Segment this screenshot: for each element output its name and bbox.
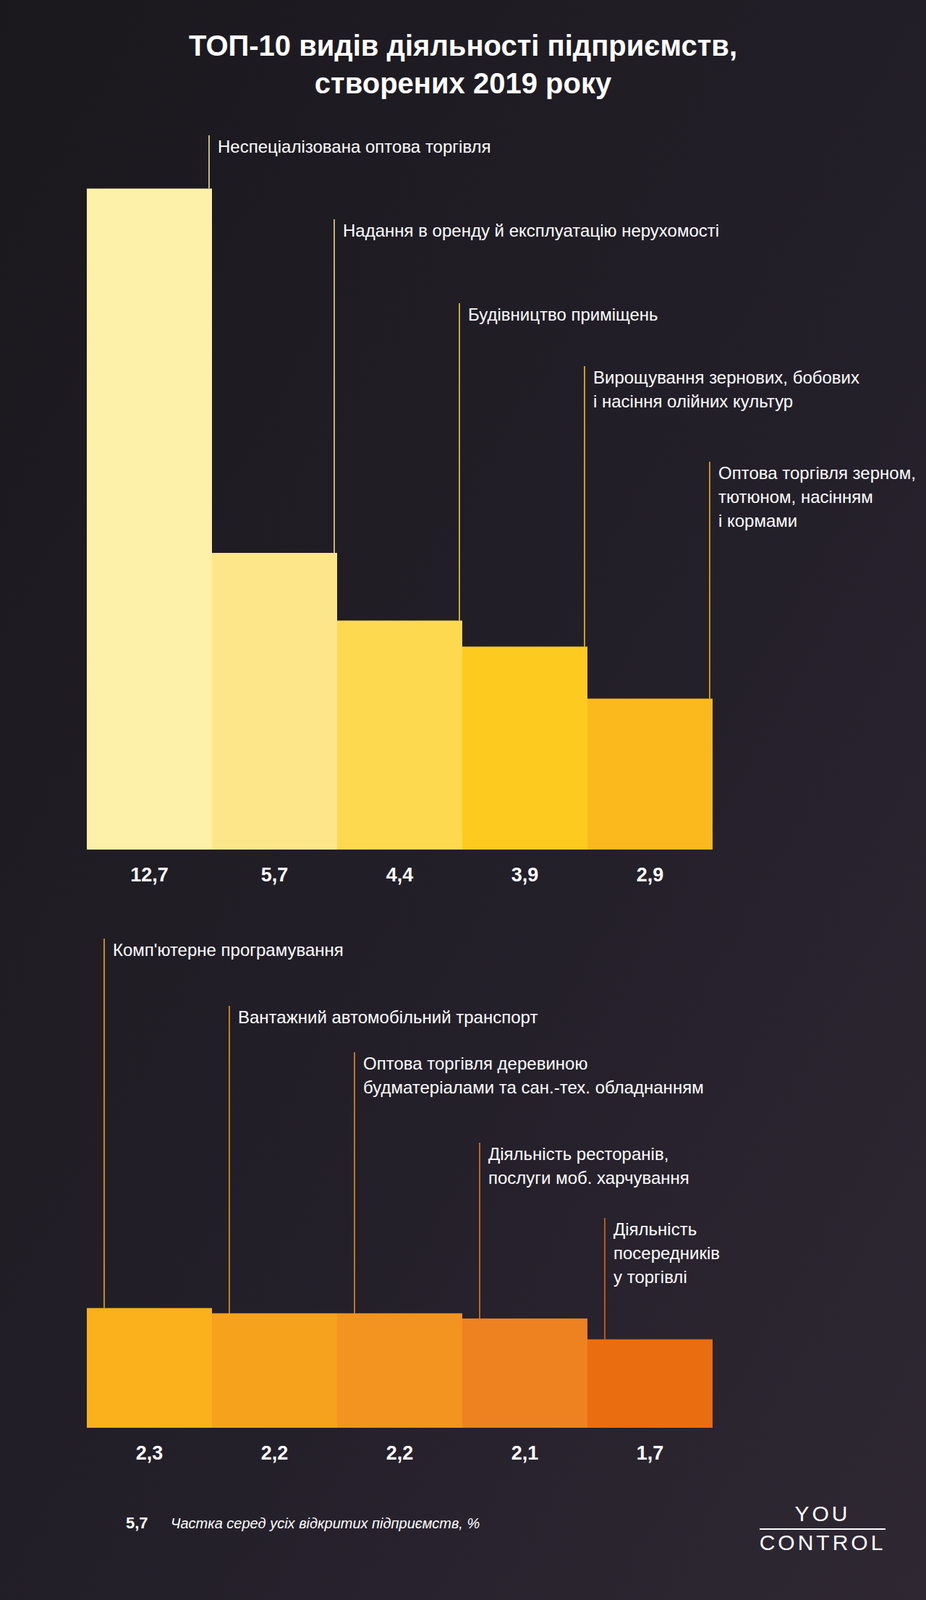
logo: YOUCONTROL	[759, 1501, 887, 1554]
data-labels: 12,7 5,7 4,4 3,9 2,9 2,3 2,2 2,2 2,1 1,7	[130, 863, 664, 1464]
data-label: 1,7	[636, 1441, 665, 1464]
leader-line	[103, 938, 105, 1308]
leader-line	[708, 461, 711, 699]
title: ТОП-10 видів діяльності підприємств,ство…	[188, 29, 738, 100]
bar	[211, 1313, 338, 1428]
category-label: Комп'ютерне програмування	[112, 939, 344, 960]
data-label: 4,4	[386, 863, 414, 886]
data-label: 2,1	[511, 1441, 539, 1464]
bar	[587, 1339, 713, 1428]
annotation-value: 5,7	[125, 1513, 149, 1532]
leader-line	[208, 135, 210, 189]
category-label: Оптова торгівля зерном,тютюном, насінням…	[718, 463, 916, 531]
data-label: 2,9	[636, 863, 665, 886]
leader-line	[353, 1051, 356, 1314]
data-label: 3,9	[511, 863, 539, 886]
category-labels: Неспеціалізована оптова торгівля Надання …	[104, 135, 916, 1340]
leader-line	[604, 1217, 606, 1340]
bar	[337, 620, 463, 850]
annotation-text: Частка серед усіх відкритих підприємств,…	[170, 1514, 480, 1531]
bar	[86, 1307, 212, 1428]
category-label: Неспеціалізована оптова торгівля	[217, 136, 492, 157]
bar	[86, 188, 212, 850]
data-label: 12,7	[130, 863, 169, 886]
bar	[337, 1313, 463, 1428]
leader-line	[478, 1142, 481, 1319]
bar	[462, 646, 588, 851]
category-label: Надання в оренду й експлуатацію нерухомо…	[342, 220, 720, 241]
leader-line	[583, 366, 586, 647]
leader-line	[333, 219, 335, 553]
bar	[587, 698, 713, 850]
category-label: Оптова торгівля деревиноюбудматеріалами …	[363, 1053, 704, 1097]
category-label: Вирощування зернових, бобовихі насіння о…	[593, 367, 860, 411]
category-label: Вантажний автомобільний транспорт	[238, 1007, 538, 1027]
category-label: Будівництво приміщень	[468, 304, 659, 325]
data-label: 2,2	[386, 1441, 414, 1464]
leader-line	[458, 303, 461, 621]
canvas: ТОП-10 видів діяльності підприємств,ство…	[0, 0, 926, 1600]
leader-line	[228, 1005, 231, 1314]
bar	[462, 1318, 588, 1428]
data-label: 5,7	[261, 863, 289, 886]
category-label: Діяльністьпосередниківу торгівлі	[613, 1218, 720, 1287]
background	[0, 0, 926, 1600]
logo-rule	[759, 1527, 886, 1530]
data-label: 2,3	[136, 1441, 164, 1464]
bar	[211, 552, 338, 850]
category-label: Діяльність ресторанів,послуги моб. харчу…	[488, 1143, 690, 1188]
data-label: 2,2	[261, 1441, 289, 1464]
